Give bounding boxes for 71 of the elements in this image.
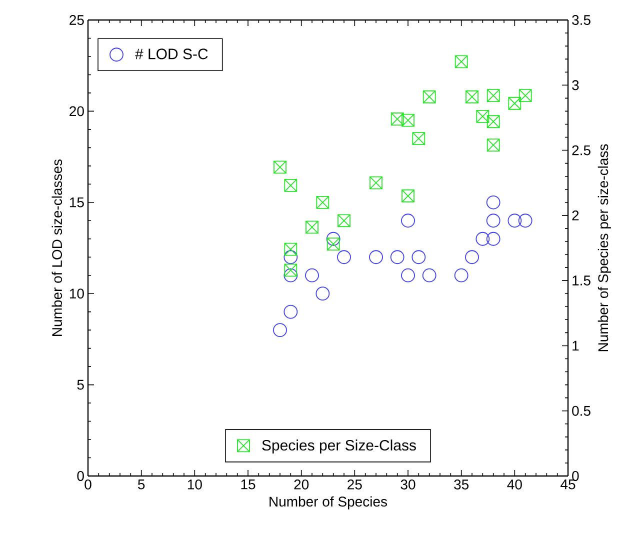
point — [316, 196, 330, 209]
y-tick-label: 10 — [70, 288, 84, 299]
point — [466, 90, 478, 104]
y2-tick-label: 2 — [572, 210, 579, 220]
y2-tick-label: 1.5 — [572, 276, 590, 286]
point — [284, 179, 298, 192]
legend-label: Species per Size-Class — [262, 440, 416, 454]
y-axis-title: Number of LOD size-classes — [52, 159, 62, 336]
point — [284, 242, 298, 256]
point — [338, 214, 350, 228]
point — [284, 264, 298, 277]
point — [508, 96, 522, 110]
point — [316, 286, 330, 301]
point — [284, 268, 298, 282]
point — [476, 232, 490, 246]
point — [284, 304, 298, 319]
point — [326, 232, 340, 246]
y2-tick-label: 1 — [572, 340, 579, 351]
y2-tick-label: 3 — [572, 80, 579, 90]
y-tick-label: 5 — [77, 380, 84, 390]
point — [486, 89, 500, 102]
point — [486, 232, 500, 246]
point — [508, 214, 522, 228]
point — [518, 89, 532, 102]
point — [454, 55, 468, 68]
point — [476, 110, 490, 123]
x-tick-label: 30 — [400, 480, 416, 490]
y-tick-label: 20 — [70, 106, 84, 116]
point — [486, 195, 500, 210]
point — [422, 90, 436, 104]
y2-tick-label: 2.5 — [572, 145, 590, 156]
point — [326, 238, 340, 251]
legend-label: # LOD S-C — [135, 48, 208, 60]
point — [402, 189, 414, 202]
x-tick-label: 20 — [294, 480, 309, 490]
point — [422, 268, 436, 282]
x-axis-title: Number of Species — [270, 496, 387, 510]
point — [337, 250, 351, 264]
point — [390, 250, 404, 264]
point — [486, 115, 500, 128]
point — [284, 250, 298, 264]
point — [306, 220, 318, 234]
y2-tick-label: 3.5 — [572, 15, 590, 25]
x-tick-label: 15 — [241, 480, 256, 490]
point — [370, 176, 382, 190]
point — [454, 268, 468, 282]
point — [486, 138, 500, 152]
point — [401, 214, 415, 228]
y2-axis-title: Number of Species per size-class — [598, 144, 611, 352]
point — [486, 214, 500, 228]
y-tick-label: 25 — [70, 15, 84, 25]
point — [412, 132, 426, 146]
x-tick-label: 35 — [454, 480, 469, 490]
y2-tick-label: 0 — [572, 471, 579, 481]
point — [273, 323, 287, 338]
point — [305, 268, 319, 282]
x-tick-label: 10 — [188, 480, 202, 490]
point — [412, 250, 426, 264]
y2-tick-label: 0.5 — [572, 406, 590, 416]
x-tick-label: 0 — [84, 480, 92, 490]
y-tick-label: 15 — [70, 198, 84, 208]
y-tick-label: 0 — [77, 471, 84, 481]
x-tick-label: 45 — [560, 480, 576, 490]
x-tick-label: 25 — [348, 480, 362, 490]
point — [274, 160, 286, 174]
point — [369, 250, 383, 264]
point — [465, 250, 479, 264]
point — [518, 214, 532, 228]
x-tick-label: 5 — [138, 480, 145, 490]
point — [401, 268, 415, 282]
x-tick-label: 40 — [507, 480, 522, 490]
